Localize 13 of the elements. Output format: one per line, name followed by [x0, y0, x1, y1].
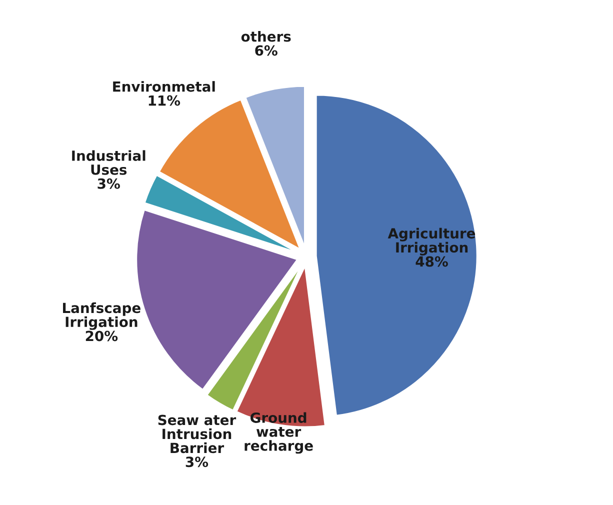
slice-label: Seaw ater Intrusion Barrier [158, 414, 236, 454]
slice-label: Lanfscape Irrigation [63, 302, 140, 330]
data-label: 3% [98, 178, 120, 189]
data-label: 48% [416, 256, 448, 267]
data-label: 6% [255, 45, 278, 56]
slice-label: Industrial Uses [72, 150, 146, 175]
data-label: 3% [186, 456, 208, 468]
slice-label: Agriculture Irrigation [388, 228, 476, 256]
slice-label: others [241, 31, 291, 42]
data-label: 20% [86, 330, 118, 342]
slice-label: Environmetal [113, 81, 215, 92]
slice-label: Ground water recharge [244, 412, 313, 454]
data-label: 11% [148, 95, 180, 106]
